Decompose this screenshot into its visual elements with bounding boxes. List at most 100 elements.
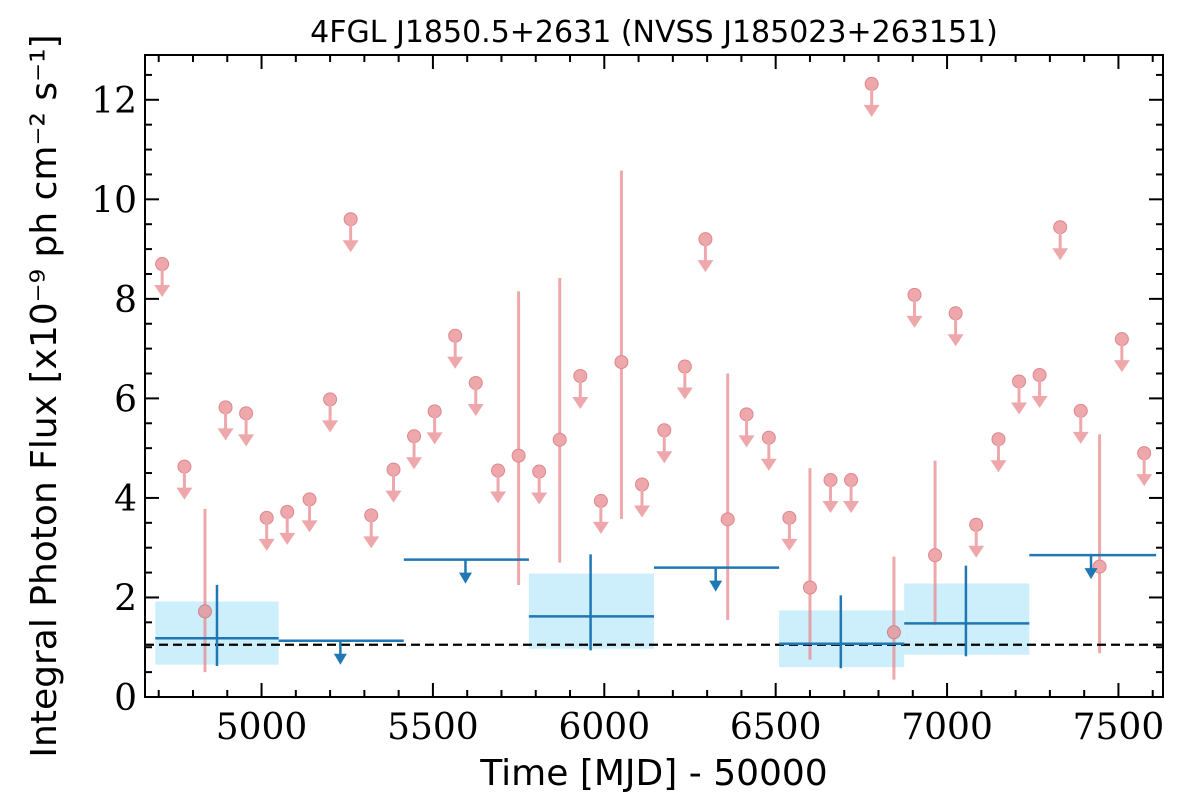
red-upper-limit <box>342 212 359 253</box>
x-tick-label: 5500 <box>387 707 479 748</box>
red-upper-limit <box>1031 368 1048 409</box>
red-detection-point <box>928 460 943 625</box>
red-detection-point <box>802 468 817 660</box>
red-upper-limit-arrow <box>1072 410 1089 444</box>
red-upper-limit-arrow <box>822 480 839 514</box>
red-upper-limit-arrow <box>322 399 339 433</box>
red-upper-limit <box>947 306 964 347</box>
x-axis-label: Time [MJD] - 50000 <box>479 753 827 794</box>
y-tick-label: 8 <box>114 280 137 321</box>
red-upper-limit <box>572 369 589 409</box>
red-detection-point <box>720 373 735 620</box>
red-upper-limit-arrow <box>843 480 860 514</box>
red-upper-limit-arrow <box>947 313 964 347</box>
red-upper-limit <box>781 510 798 551</box>
red-upper-limit <box>738 407 755 448</box>
red-upper-limit <box>406 429 423 470</box>
red-upper-limit-arrow <box>279 511 296 545</box>
red-upper-limit-arrow <box>697 239 714 273</box>
blue-detection-point <box>155 584 279 666</box>
red-upper-limit <box>363 508 380 549</box>
red-upper-limit <box>447 328 464 369</box>
y-tick-label: 10 <box>91 180 137 221</box>
blue-upper-limit <box>278 639 404 665</box>
blue-upper-limit-arrow <box>458 559 472 584</box>
red-upper-limit <box>1052 220 1069 261</box>
red-upper-limit <box>968 517 985 558</box>
blue-detection-point <box>904 565 1030 657</box>
red-upper-limit-arrow <box>342 219 359 253</box>
red-detection-point <box>1092 434 1107 654</box>
red-upper-limit <box>822 473 839 514</box>
blue-upper-limit <box>654 566 780 592</box>
red-upper-limit-arrow <box>1011 381 1028 415</box>
red-upper-limit-arrow <box>490 470 507 504</box>
red-upper-limit <box>863 76 880 117</box>
red-upper-limit-arrow <box>990 439 1007 473</box>
blue-upper-limit-arrow <box>333 640 347 665</box>
red-upper-limit-arrow <box>1031 375 1048 409</box>
x-tick-label: 7500 <box>1073 707 1165 748</box>
red-upper-limit-arrow <box>426 411 443 445</box>
red-upper-limit <box>1072 403 1089 444</box>
y-tick-label: 0 <box>114 678 137 719</box>
red-upper-limit <box>301 492 318 533</box>
blue-detection-point <box>779 595 905 669</box>
red-upper-limit-arrow <box>385 469 402 503</box>
red-upper-limit-arrow <box>676 366 693 400</box>
red-upper-limit <box>760 430 777 471</box>
red-upper-limit-arrow <box>738 414 755 448</box>
red-upper-limit <box>322 392 339 433</box>
red-upper-limit-arrow <box>531 471 548 505</box>
red-upper-limit <box>1136 446 1153 487</box>
y-tick-label: 12 <box>91 81 137 122</box>
red-marker <box>511 448 526 463</box>
plot-frame <box>144 54 1164 698</box>
x-tick-label: 7000 <box>901 707 993 748</box>
red-upper-limit <box>1113 332 1130 373</box>
blue-series-layer <box>155 553 1157 669</box>
blue-detection-point <box>528 554 654 651</box>
y-axis-label: Integral Photon Flux [x10⁻⁹ ph cm⁻² s⁻¹] <box>24 34 65 757</box>
blue-upper-limit <box>1029 553 1157 580</box>
red-upper-limit-arrow <box>406 436 423 470</box>
red-upper-limit <box>176 459 193 500</box>
red-upper-limit-arrow <box>258 517 275 551</box>
blue-band-layer <box>155 573 1030 668</box>
red-upper-limit-arrow <box>238 413 255 447</box>
axis-ticks <box>145 55 1163 698</box>
red-upper-limit <box>990 432 1007 473</box>
blue-upper-limit-arrow <box>709 567 723 592</box>
red-marker <box>928 548 943 563</box>
red-upper-limit <box>385 462 402 503</box>
red-marker <box>614 355 629 370</box>
red-upper-limit <box>258 510 275 551</box>
red-upper-limit-arrow <box>968 524 985 558</box>
red-upper-limit <box>843 473 860 514</box>
red-marker <box>552 432 567 447</box>
red-marker <box>197 604 212 619</box>
red-upper-limit <box>467 375 484 416</box>
red-upper-limit-arrow <box>760 437 777 471</box>
red-upper-limit <box>906 287 923 328</box>
red-upper-limit-arrow <box>1052 227 1069 261</box>
red-detection-point <box>552 277 567 563</box>
red-upper-limit <box>592 493 609 534</box>
red-upper-limit <box>154 257 171 298</box>
red-upper-limit <box>531 464 548 505</box>
red-upper-limit-arrow <box>301 499 318 533</box>
red-upper-limit <box>676 359 693 400</box>
y-tick-label: 2 <box>114 578 137 619</box>
red-upper-limit <box>238 406 255 447</box>
red-series-layer <box>154 76 1153 680</box>
red-upper-limit <box>217 400 234 441</box>
red-upper-limit-arrow <box>592 500 609 534</box>
red-upper-limit-arrow <box>467 382 484 416</box>
blue-upper-limit <box>403 558 529 584</box>
red-detection-point <box>511 291 526 586</box>
red-detection-point <box>886 556 901 680</box>
red-upper-limit <box>426 404 443 445</box>
red-upper-limit <box>490 463 507 504</box>
red-upper-limit-arrow <box>1113 339 1130 373</box>
